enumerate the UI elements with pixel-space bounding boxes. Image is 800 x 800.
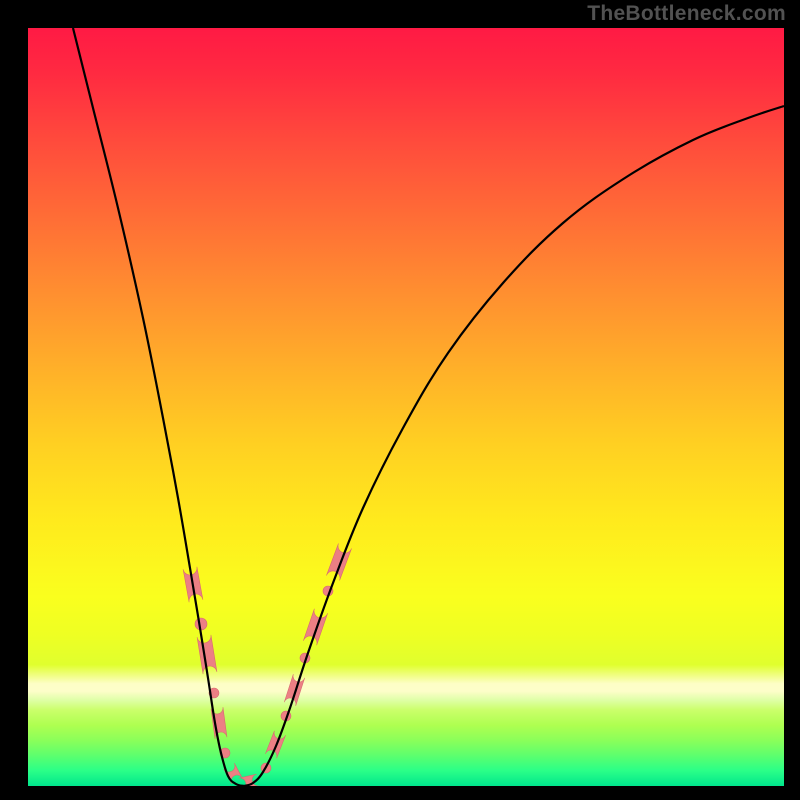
curves-layer bbox=[28, 28, 784, 786]
left-curve bbox=[73, 28, 244, 786]
right-curve bbox=[244, 106, 784, 786]
plot-area bbox=[28, 28, 784, 786]
watermark-text: TheBottleneck.com bbox=[587, 2, 786, 26]
bottleneck-chart: TheBottleneck.com bbox=[0, 0, 800, 800]
data-markers bbox=[183, 544, 351, 786]
